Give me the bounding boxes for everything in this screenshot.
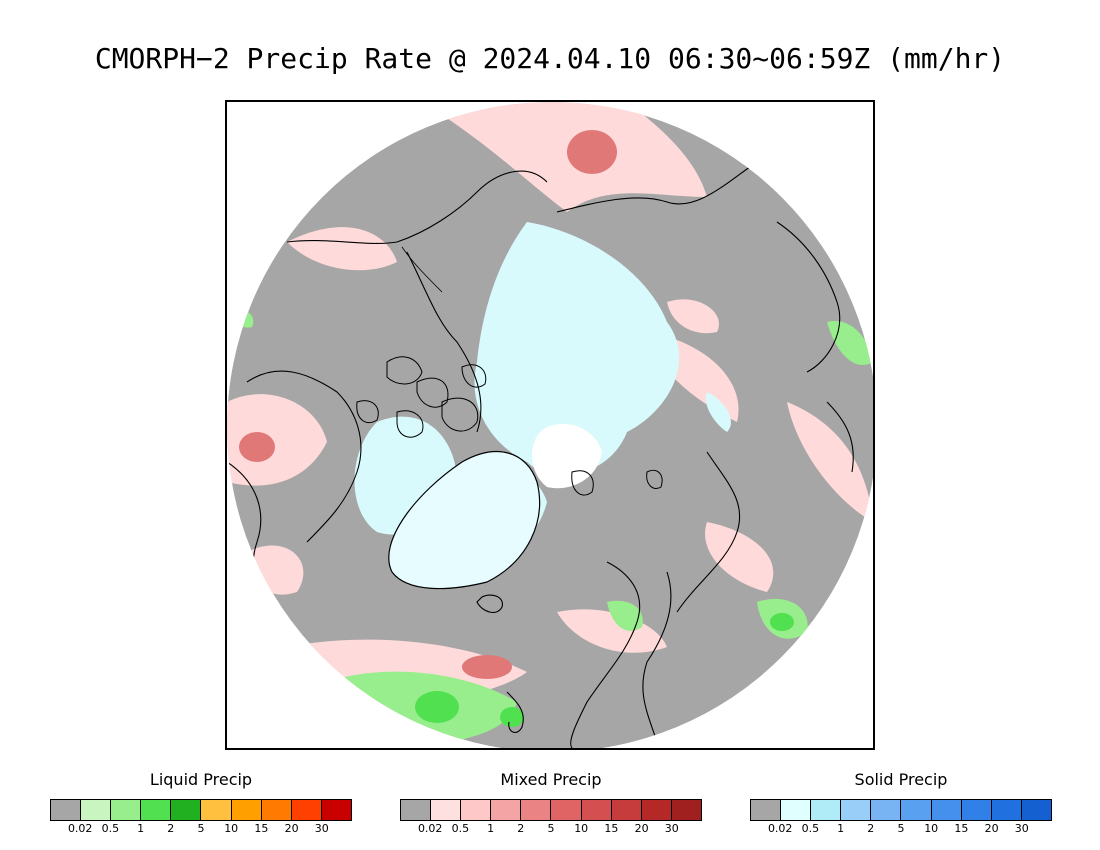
archipelago-islands bbox=[356, 356, 663, 496]
legend-swatch bbox=[521, 800, 552, 820]
tick-label: 30 bbox=[314, 822, 329, 835]
tick-label: 1 bbox=[837, 822, 845, 835]
coastlines bbox=[227, 161, 854, 748]
legend-swatch bbox=[491, 800, 522, 820]
legend-swatch bbox=[231, 800, 262, 820]
legend-swatch bbox=[961, 800, 992, 820]
tick-labels: 0.02 0.5 1 2 5 10 15 20 30 bbox=[400, 822, 702, 836]
tick-label: 20 bbox=[284, 822, 299, 835]
legend-swatch bbox=[841, 800, 872, 820]
legend-swatch bbox=[201, 800, 232, 820]
legend-swatch bbox=[1021, 800, 1051, 820]
tick-label: 20 bbox=[634, 822, 649, 835]
solid-precip-legend: Solid Precip 0.02 0.5 1 2 5 10 15 20 30 bbox=[750, 770, 1052, 836]
liquid-precip-legend: Liquid Precip 0.02 0.5 1 2 5 10 15 20 30 bbox=[50, 770, 352, 836]
tick-label: 10 bbox=[574, 822, 589, 835]
legend-swatch bbox=[401, 800, 432, 820]
legend-swatch bbox=[321, 800, 351, 820]
legend-swatch bbox=[611, 800, 642, 820]
legend-swatch bbox=[461, 800, 492, 820]
tick-label: 0.02 bbox=[767, 822, 793, 835]
legend-swatch bbox=[51, 800, 82, 820]
tick-label: 0.5 bbox=[101, 822, 120, 835]
tick-labels: 0.02 0.5 1 2 5 10 15 20 30 bbox=[750, 822, 1052, 836]
legend-swatch bbox=[171, 800, 202, 820]
tick-label: 2 bbox=[517, 822, 525, 835]
legend-swatch bbox=[261, 800, 292, 820]
legend-swatch bbox=[81, 800, 112, 820]
legend-swatch bbox=[641, 800, 672, 820]
tick-label: 30 bbox=[1014, 822, 1029, 835]
tick-label: 30 bbox=[664, 822, 679, 835]
tick-label: 1 bbox=[137, 822, 145, 835]
tick-label: 15 bbox=[254, 822, 269, 835]
legend-swatch bbox=[991, 800, 1022, 820]
tick-label: 0.5 bbox=[801, 822, 820, 835]
color-scale bbox=[400, 799, 702, 821]
tick-label: 2 bbox=[867, 822, 875, 835]
tick-label: 10 bbox=[924, 822, 939, 835]
legend-swatch bbox=[581, 800, 612, 820]
tick-label: 5 bbox=[897, 822, 905, 835]
tick-label: 1 bbox=[487, 822, 495, 835]
greenland bbox=[388, 451, 541, 590]
tick-label: 0.02 bbox=[67, 822, 93, 835]
tick-label: 5 bbox=[547, 822, 555, 835]
tick-label: 5 bbox=[197, 822, 205, 835]
tick-label: 2 bbox=[167, 822, 175, 835]
border-line bbox=[401, 246, 443, 293]
legend-swatch bbox=[751, 800, 782, 820]
map-title: CMORPH−2 Precip Rate @ 2024.04.10 06:30~… bbox=[94, 42, 1006, 75]
tick-label: 15 bbox=[954, 822, 969, 835]
legend-title: Liquid Precip bbox=[149, 770, 253, 789]
polar-cap bbox=[532, 423, 602, 489]
legend-swatch bbox=[551, 800, 582, 820]
mixed-precip-legend: Mixed Precip 0.02 0.5 1 2 5 10 15 20 30 bbox=[400, 770, 702, 836]
tick-label: 15 bbox=[604, 822, 619, 835]
tick-label: 10 bbox=[224, 822, 239, 835]
tick-label: 20 bbox=[984, 822, 999, 835]
mixed-precip-heavy bbox=[239, 130, 617, 679]
color-scale bbox=[750, 799, 1052, 821]
legend-title: Mixed Precip bbox=[500, 770, 602, 789]
legend-swatch bbox=[781, 800, 812, 820]
legend-swatch bbox=[931, 800, 962, 820]
legend-swatch bbox=[291, 800, 322, 820]
polar-precip-map bbox=[225, 100, 875, 750]
legend-swatch bbox=[111, 800, 142, 820]
tick-label: 0.5 bbox=[451, 822, 470, 835]
legend-swatch bbox=[811, 800, 842, 820]
legend-swatch bbox=[671, 800, 701, 820]
legend-swatch bbox=[141, 800, 172, 820]
tick-label: 0.02 bbox=[417, 822, 443, 835]
legend-swatch bbox=[901, 800, 932, 820]
legend-title: Solid Precip bbox=[854, 770, 948, 789]
tick-labels: 0.02 0.5 1 2 5 10 15 20 30 bbox=[50, 822, 352, 836]
legend-swatch bbox=[871, 800, 902, 820]
legend-swatch bbox=[431, 800, 462, 820]
color-scale bbox=[50, 799, 352, 821]
